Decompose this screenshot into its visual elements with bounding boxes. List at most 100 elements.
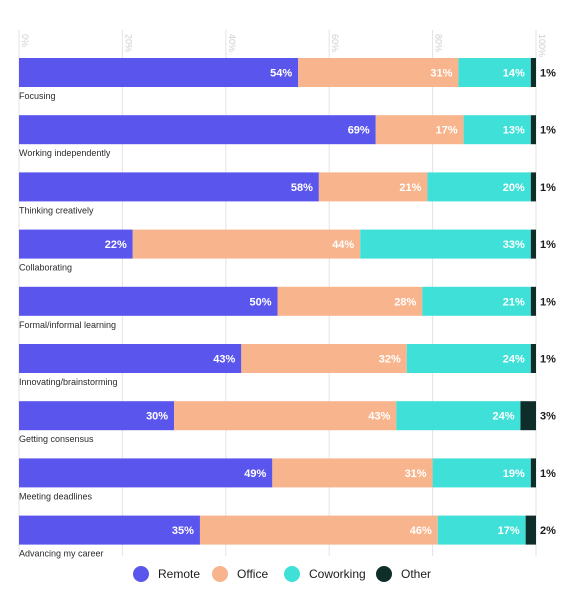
legend-item-office: Office xyxy=(212,562,268,586)
data-label: 14% xyxy=(503,68,525,80)
bar-segment-coworking xyxy=(406,344,531,373)
data-label: 1% xyxy=(540,239,556,251)
data-label: 19% xyxy=(503,468,525,480)
data-label: 20% xyxy=(503,182,525,194)
data-label: 49% xyxy=(244,468,266,480)
legend-item-remote: Remote xyxy=(133,562,200,586)
legend-swatch xyxy=(212,566,228,582)
data-label: 24% xyxy=(492,411,514,423)
data-label: 1% xyxy=(540,354,556,366)
x-tick-label: 40% xyxy=(227,34,237,52)
bar-segment-other xyxy=(530,229,536,259)
data-label: 46% xyxy=(410,525,432,537)
x-tick-label: 20% xyxy=(123,34,133,52)
bar-segment-office xyxy=(132,229,361,259)
bar-segment-other xyxy=(530,172,536,202)
bar-segment-other xyxy=(520,401,536,431)
data-label: 54% xyxy=(270,68,292,80)
bar-segment-remote xyxy=(19,344,242,373)
bar-row: 50% 28% 21% 1% Formal/informal learning xyxy=(19,286,556,330)
bar-row: 69% 17% 13% 1% Working independently xyxy=(19,115,556,158)
category-label: Collaborating xyxy=(19,263,72,273)
bar-segment-coworking xyxy=(360,229,531,259)
legend-label: Office xyxy=(237,567,269,581)
bar-segment-coworking xyxy=(458,58,531,87)
data-label: 13% xyxy=(503,125,525,137)
data-label: 69% xyxy=(348,125,370,137)
data-label: 21% xyxy=(503,296,525,308)
data-label: 2% xyxy=(540,525,556,537)
bar-segment-office xyxy=(277,286,423,316)
data-label: 43% xyxy=(213,354,235,366)
data-label: 17% xyxy=(436,125,458,137)
legend-swatch xyxy=(133,566,149,582)
data-label: 3% xyxy=(540,411,556,423)
category-label: Meeting deadlines xyxy=(19,491,93,501)
category-label: Innovating/brainstorming xyxy=(19,377,118,387)
data-label: 32% xyxy=(379,354,401,366)
bar-segment-remote xyxy=(19,172,319,202)
bar-row: 22% 44% 33% 1% Collaborating xyxy=(19,229,556,273)
bar-segment-remote xyxy=(19,458,273,488)
bar-segment-coworking xyxy=(422,286,531,316)
bar-segment-office xyxy=(318,172,428,202)
bar-segment-other xyxy=(530,286,536,316)
category-label: Working independently xyxy=(19,148,111,158)
data-label: 30% xyxy=(146,411,168,423)
bar-segment-office xyxy=(272,458,433,488)
data-label: 28% xyxy=(394,296,416,308)
bar-row: 43% 32% 24% 1% Innovating/brainstorming xyxy=(19,344,556,387)
bar-segment-remote xyxy=(19,286,278,316)
data-label: 1% xyxy=(540,296,556,308)
category-label: Formal/informal learning xyxy=(19,320,116,330)
data-label: 1% xyxy=(540,68,556,80)
bar-segment-office xyxy=(241,344,407,373)
data-label: 58% xyxy=(291,182,313,194)
bar-segment-coworking xyxy=(432,458,531,488)
bar-segment-other xyxy=(530,58,536,87)
bar-segment-coworking xyxy=(427,172,531,202)
bar-segment-other xyxy=(530,115,536,145)
bar-row: 49% 31% 19% 1% Meeting deadlines xyxy=(19,458,556,501)
category-label: Getting consensus xyxy=(19,434,94,444)
data-label: 35% xyxy=(172,525,194,537)
bar-row: 35% 46% 17% 2% Advancing my career xyxy=(19,515,556,559)
category-label: Focusing xyxy=(19,91,56,101)
data-label: 44% xyxy=(332,239,354,251)
bar-segment-remote xyxy=(19,58,299,87)
x-tick-label: 0% xyxy=(20,34,30,47)
x-axis-tick-labels: 0% 20% 40% 60% 80% 100% xyxy=(20,34,547,57)
data-label: 24% xyxy=(503,354,525,366)
bar-segment-coworking xyxy=(463,115,531,145)
data-label: 50% xyxy=(249,296,271,308)
data-label: 1% xyxy=(540,125,556,137)
data-label: 1% xyxy=(540,182,556,194)
legend: Remote Office Coworking Other xyxy=(0,562,574,586)
x-tick-label: 100% xyxy=(537,34,547,57)
legend-swatch xyxy=(376,566,392,582)
bar-segment-coworking xyxy=(396,401,521,431)
bar-row: 58% 21% 20% 1% Thinking creatively xyxy=(19,172,556,215)
legend-label: Coworking xyxy=(309,567,366,581)
data-label: 43% xyxy=(368,411,390,423)
bar-segment-office xyxy=(375,115,464,145)
data-label: 31% xyxy=(430,68,452,80)
data-label: 31% xyxy=(405,468,427,480)
bar-row: 54% 31% 14% 1% Focusing xyxy=(19,58,556,101)
bar-segment-other xyxy=(530,458,536,488)
x-tick-label: 80% xyxy=(434,34,444,52)
bar-row: 30% 43% 24% 3% Getting consensus xyxy=(19,401,556,444)
bars: 54% 31% 14% 1% Focusing 69% 17% 13% 1% Working in… xyxy=(19,58,556,559)
category-label: Thinking creatively xyxy=(19,205,94,215)
data-label: 21% xyxy=(399,182,421,194)
bar-segment-coworking xyxy=(437,515,526,545)
legend-label: Other xyxy=(401,567,432,581)
bar-segment-office xyxy=(199,515,438,545)
legend-item-other: Other xyxy=(376,562,431,586)
legend-item-coworking: Coworking xyxy=(284,562,366,586)
category-label: Advancing my career xyxy=(19,549,104,559)
x-tick-label: 60% xyxy=(330,34,340,52)
bar-segment-office xyxy=(298,58,459,87)
bar-segment-other xyxy=(525,515,536,545)
bar-segment-remote xyxy=(19,115,376,145)
